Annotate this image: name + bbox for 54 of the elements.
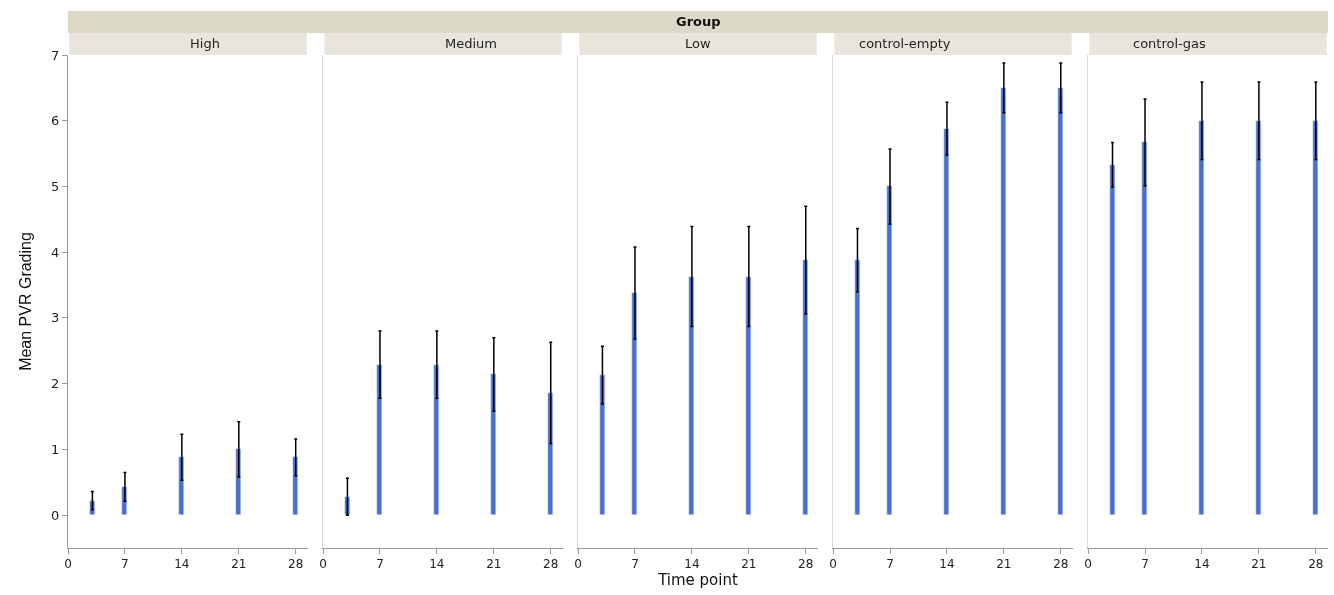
y-axis-title: Mean PVR Grading: [17, 232, 35, 371]
bar: [886, 185, 893, 515]
chart-title: Medium: [445, 36, 497, 51]
bar: [745, 276, 752, 515]
x-tick-label: 0: [64, 557, 72, 572]
x-tick-label: 21: [486, 557, 502, 572]
chart-title: control-gas: [1133, 36, 1206, 51]
x-tick-label: 21: [741, 557, 757, 572]
x-tick-label: 7: [631, 557, 639, 572]
bar: [631, 292, 638, 515]
chart-title: High: [190, 36, 220, 51]
y-tick-label: 6: [51, 113, 60, 129]
x-tick-label: 7: [121, 557, 129, 572]
x-tick-label: 0: [574, 557, 582, 572]
x-tick-label: 28: [288, 557, 304, 572]
x-tick-label: 28: [1053, 557, 1069, 572]
x-tick-label: 21: [996, 557, 1012, 572]
x-tick-label: 28: [543, 557, 559, 572]
x-tick-label: 21: [1251, 557, 1267, 572]
x-tick-label: 21: [231, 557, 247, 572]
x-tick-label: 7: [376, 557, 384, 572]
chart-title: control-empty: [859, 36, 951, 51]
x-tick-label: 14: [684, 557, 700, 572]
x-axis-title: Time point: [657, 571, 738, 590]
bar: [854, 259, 861, 515]
x-tick-label: 14: [174, 557, 190, 572]
y-tick-label: 0: [51, 507, 60, 523]
text: Group: [676, 14, 721, 29]
y-tick-label: 2: [51, 376, 60, 392]
x-tick-label: 7: [886, 557, 894, 572]
y-tick-label: 3: [51, 310, 60, 326]
y-tick-label: 7: [51, 47, 60, 63]
bar: [802, 259, 809, 515]
x-tick-label: 0: [829, 557, 837, 572]
bar: [1000, 87, 1007, 515]
x-tick-label: 28: [798, 557, 814, 572]
x-tick-label: 14: [1194, 557, 1210, 572]
bar: [943, 128, 950, 515]
bar: [688, 276, 695, 515]
chart-title: Low: [685, 36, 711, 51]
bar: [599, 374, 606, 515]
x-tick-label: 14: [429, 557, 445, 572]
y-tick-label: 1: [51, 441, 60, 457]
bar: [433, 364, 440, 515]
bar: [1057, 87, 1064, 515]
y-tick-label: 5: [51, 179, 60, 195]
x-tick-label: 0: [1084, 557, 1092, 572]
y-tick-label: 4: [51, 244, 60, 260]
x-tick-label: 7: [1141, 557, 1149, 572]
bar: [376, 364, 383, 515]
bar: [547, 392, 554, 515]
x-tick-label: 14: [939, 557, 955, 572]
x-tick-label: 28: [1308, 557, 1324, 572]
x-tick-label: 0: [319, 557, 327, 572]
